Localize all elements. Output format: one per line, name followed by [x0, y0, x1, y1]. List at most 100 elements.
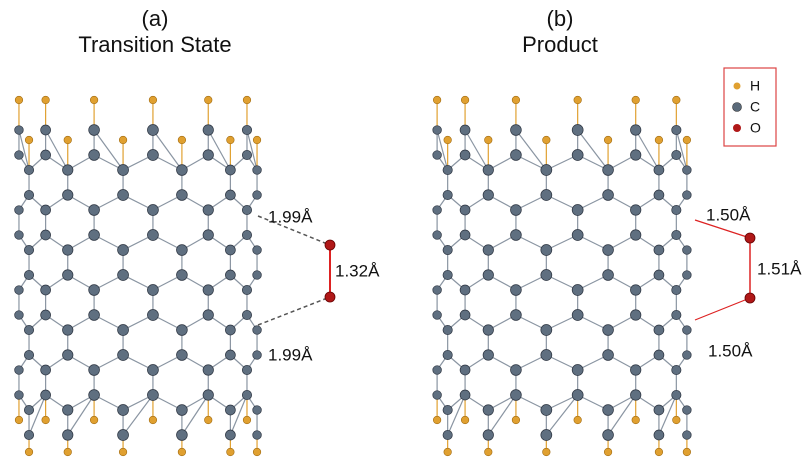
carbon-atom	[14, 390, 24, 400]
hydrogen-atom	[460, 415, 470, 425]
hydrogen-atom	[443, 447, 452, 457]
distance-label: 1.99Å	[268, 345, 313, 364]
hydrogen-atom	[24, 447, 34, 457]
bond	[246, 129, 258, 171]
carbon-atom	[653, 244, 665, 256]
hydrogen-atom	[63, 135, 72, 145]
bond	[93, 129, 124, 171]
carbon-atom	[630, 309, 642, 321]
carbon-atom	[176, 324, 188, 336]
carbon-atom	[241, 309, 253, 321]
hydrogen-atom	[242, 415, 252, 425]
hydrogen-atom	[433, 415, 442, 425]
panel-title: Product	[522, 32, 598, 57]
carbon-atom	[176, 244, 188, 256]
bond	[487, 394, 517, 436]
carbon-atom	[147, 309, 159, 321]
carbon-atom	[510, 364, 522, 376]
carbon-atom	[88, 204, 100, 216]
carbon-atom	[653, 429, 665, 441]
carbon-atom	[682, 165, 692, 175]
carbon-atom	[225, 349, 236, 361]
legend-label: C	[750, 99, 760, 115]
carbon-atom	[88, 364, 100, 376]
carbon-atom	[630, 124, 642, 136]
carbon-atom	[147, 204, 159, 216]
carbon-atom	[23, 189, 35, 201]
carbon-atom	[459, 124, 471, 136]
carbon-atom	[23, 164, 35, 176]
carbon-atom	[241, 204, 253, 216]
carbon-atom	[630, 389, 642, 401]
hydrogen-atom	[654, 135, 664, 145]
carbon-atom	[571, 284, 584, 296]
carbon-atom	[540, 164, 553, 176]
carbon-atom	[40, 364, 51, 376]
carbon-atom	[653, 269, 665, 281]
carbon-atom	[23, 349, 35, 361]
bond	[675, 129, 688, 171]
carbon-atom	[571, 309, 584, 321]
hydrogen-atom	[204, 95, 213, 105]
carbon-atom	[23, 404, 35, 416]
carbon-atom	[630, 364, 642, 376]
carbon-atom	[432, 285, 442, 295]
hydrogen-atom	[14, 95, 24, 105]
carbon-atom	[459, 204, 471, 216]
carbon-atom	[442, 269, 453, 281]
carbon-atom	[442, 164, 453, 176]
carbon-atom	[671, 364, 682, 376]
carbon-atom	[62, 189, 74, 201]
bond	[152, 129, 183, 171]
carbon-atom	[459, 284, 471, 296]
carbon-atom	[602, 269, 614, 281]
carbon-atom	[432, 125, 442, 135]
atoms	[14, 95, 262, 457]
carbon-atom	[202, 204, 214, 216]
carbon-atom	[671, 284, 682, 296]
carbon-atom	[671, 309, 682, 321]
hydrogen-atom	[177, 447, 187, 457]
carbon-atom	[482, 189, 494, 201]
carbon-atom	[202, 309, 214, 321]
hydrogen-atom	[603, 135, 613, 145]
hydrogen-atom	[41, 415, 50, 425]
hydrogen-atom	[672, 95, 681, 105]
carbon-atom	[202, 124, 214, 136]
hydrogen-atom	[603, 447, 613, 457]
carbon-atom	[571, 124, 584, 136]
carbon-atom	[241, 229, 253, 241]
hydrogen-atom	[118, 447, 128, 457]
carbon-atom	[62, 269, 74, 281]
carbon-atom	[540, 429, 553, 441]
carbon-atom	[442, 189, 453, 201]
bond	[181, 394, 209, 436]
carbon-atom	[630, 229, 642, 241]
nanotube	[14, 95, 262, 457]
carbon-atom	[241, 389, 253, 401]
hydrogen-atom	[177, 135, 187, 145]
carbon-atom	[117, 404, 129, 416]
hydrogen-atom	[511, 95, 521, 105]
hydrogen-atom	[542, 135, 551, 145]
hydrogen-atom	[118, 135, 128, 145]
structures	[14, 95, 692, 457]
carbon-atom	[602, 404, 614, 416]
carbon-atom	[14, 230, 24, 240]
bond	[28, 394, 47, 436]
carbon-atom	[225, 244, 236, 256]
carbon-atom	[540, 324, 553, 336]
bond	[464, 129, 489, 171]
carbon-atom	[442, 349, 453, 361]
carbon-atom	[671, 124, 682, 136]
hydrogen-atom	[14, 415, 24, 425]
carbon-atom	[176, 269, 188, 281]
carbon-atom	[630, 149, 642, 161]
carbon-atom	[432, 365, 442, 375]
carbon-atom	[432, 150, 442, 160]
carbon-atom	[252, 350, 262, 360]
carbon-atom	[117, 189, 129, 201]
carbon-atom	[442, 404, 453, 416]
carbon-atom	[459, 149, 471, 161]
hydrogen-atom	[24, 135, 34, 145]
